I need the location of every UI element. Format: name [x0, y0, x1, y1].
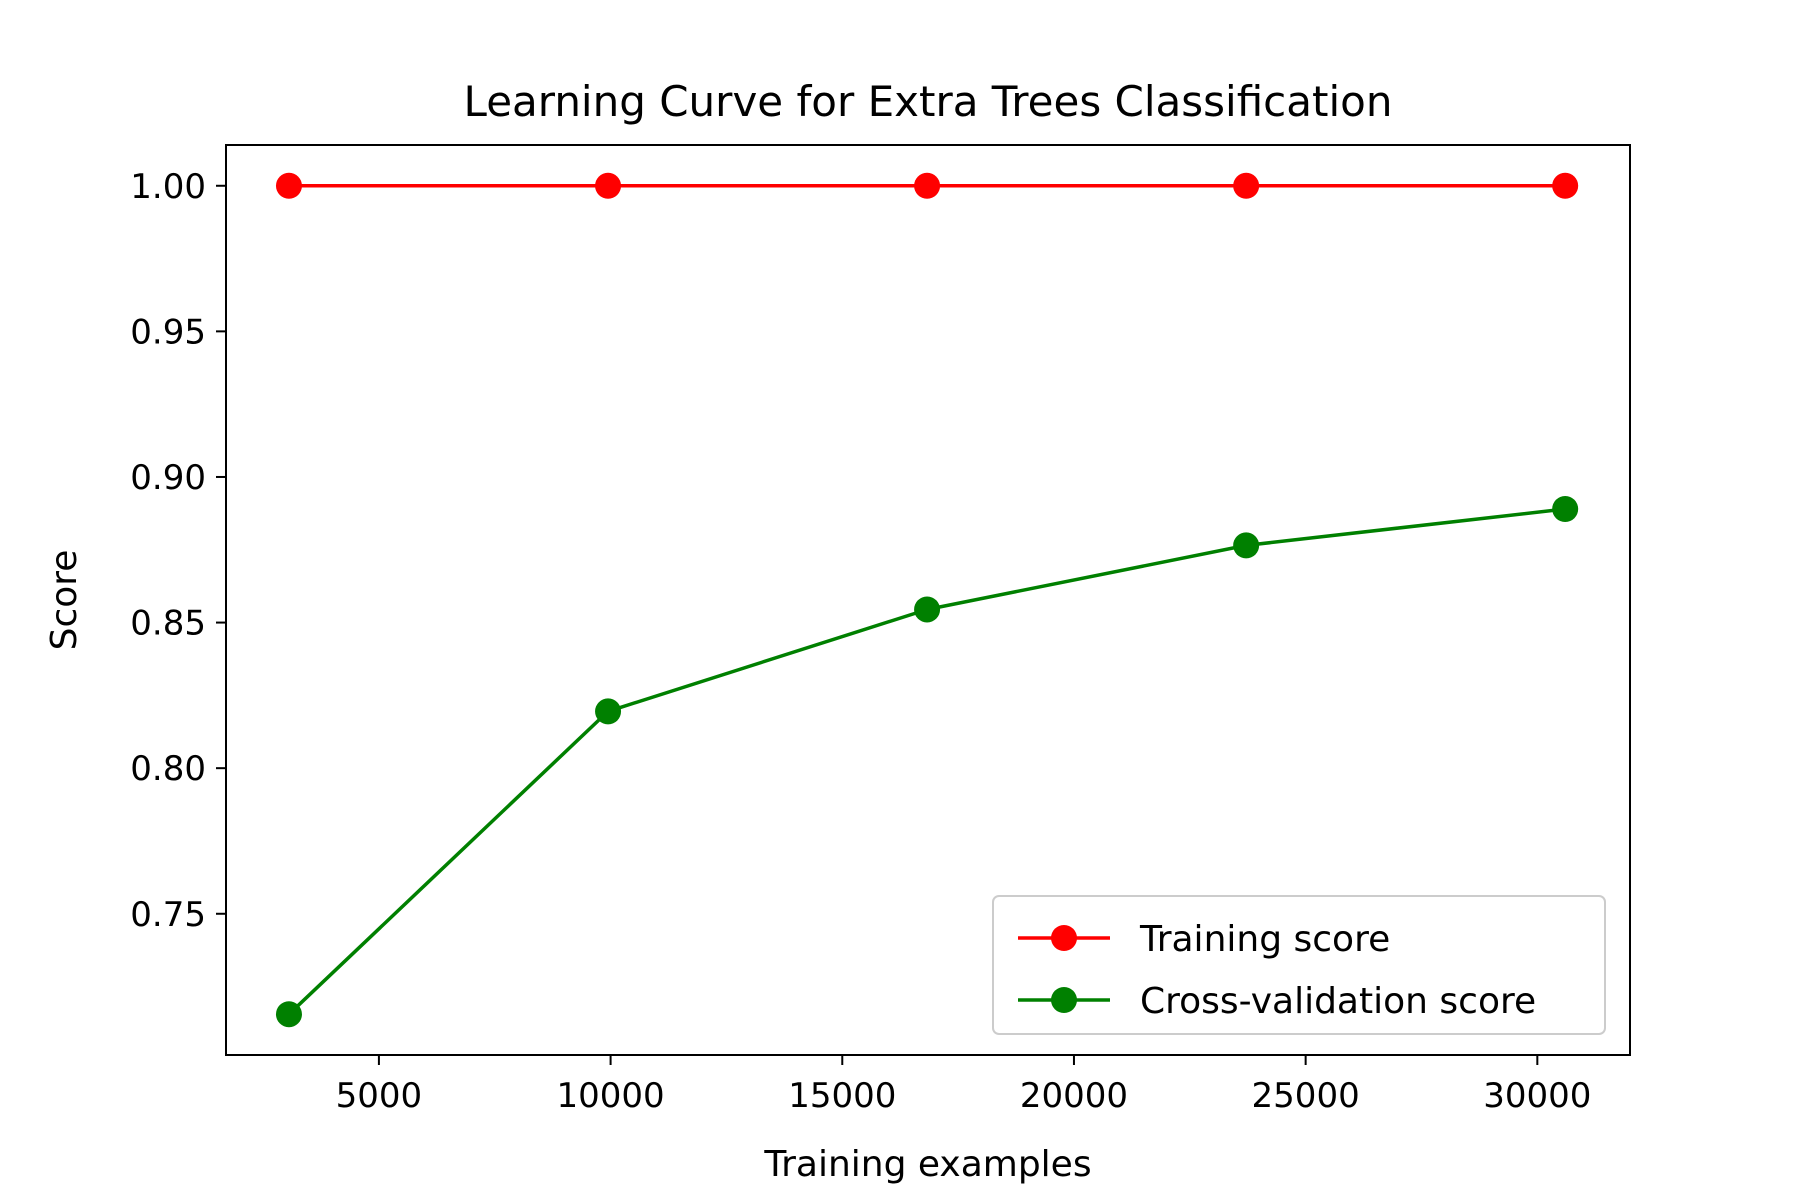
- legend-swatch-marker-training-score: [1051, 925, 1077, 951]
- x-axis-ticks: 5000 10000 15000 20000 25000 30000: [336, 1055, 1591, 1116]
- plot-area: [225, 144, 1631, 1056]
- cross-validation-score-point: [1233, 532, 1260, 559]
- training-score-point: [914, 172, 941, 199]
- legend-label-training-score: Training score: [1139, 919, 1390, 960]
- cross-validation-score-point: [1552, 496, 1579, 522]
- training-score-point: [595, 172, 622, 199]
- series-training-score: [275, 172, 1579, 199]
- y-tick-label: 0.75: [130, 895, 206, 935]
- y-tick-label: 0.90: [130, 458, 206, 498]
- y-tick-label: 0.95: [130, 312, 206, 352]
- y-axis-label: Score: [44, 550, 85, 651]
- series-cross-validation-score: [275, 496, 1579, 1028]
- y-tick-label: 0.80: [130, 749, 206, 789]
- legend: Training score Cross-validation score: [992, 895, 1606, 1035]
- training-score-point: [1233, 172, 1260, 199]
- legend-items: Training score Cross-validation score: [1018, 919, 1536, 1022]
- y-tick-label: 1.00: [130, 167, 206, 207]
- cross-validation-score-point: [275, 1001, 302, 1028]
- x-tick-label: 20000: [1020, 1076, 1128, 1116]
- x-tick-label: 15000: [788, 1076, 896, 1116]
- training-score-point: [275, 172, 302, 199]
- x-tick-label: 25000: [1252, 1076, 1360, 1116]
- cross-validation-score-point: [914, 596, 941, 623]
- cross-validation-score-point: [595, 698, 622, 725]
- x-tick-label: 30000: [1483, 1076, 1591, 1116]
- chart-title: Learning Curve for Extra Trees Classific…: [464, 77, 1393, 126]
- x-axis-label: Training examples: [763, 1144, 1091, 1185]
- training-score-point: [1552, 172, 1579, 199]
- legend-swatch-marker-cross-validation-score: [1051, 987, 1077, 1013]
- series-layer: [275, 172, 1579, 1028]
- y-tick-label: 0.85: [130, 604, 206, 644]
- y-axis-ticks: 0.75 0.80 0.85 0.90 0.95 1.00: [130, 167, 226, 935]
- axes-frame: [225, 144, 1631, 1056]
- legend-label-cross-validation-score: Cross-validation score: [1140, 981, 1536, 1022]
- x-tick-label: 5000: [336, 1076, 423, 1116]
- x-tick-label: 10000: [557, 1076, 665, 1116]
- legend-frame: [992, 895, 1606, 1035]
